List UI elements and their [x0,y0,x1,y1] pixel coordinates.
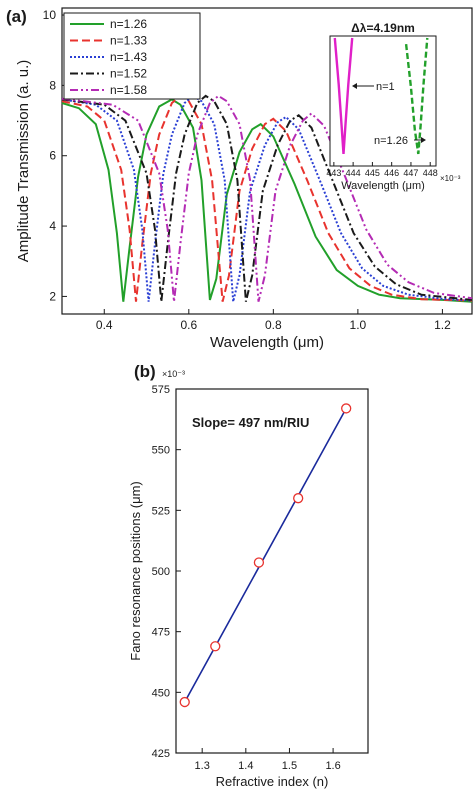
panel-b-data-point [210,641,221,652]
panel-a-x-tick-label: 0.4 [96,318,113,332]
panel-b-y-tick-label: 500 [152,566,170,578]
panel-b-y-tick-label: 550 [152,445,170,457]
panel-a-legend: n=1.26 n=1.33 n=1.43 n=1.52 n=1.58 [63,12,201,100]
panel-b-fit-line [184,408,347,703]
panel-b-axes-frame [175,388,369,754]
inset-x-tick-label: 446 [384,168,399,178]
panel-a-series-1-line [61,98,473,303]
legend-label: n=1.43 [110,50,147,64]
panel-b-data-point [341,403,352,414]
panel-a-series-2-line [61,94,473,302]
panel-b-x-tick-label: 1.6 [325,760,340,772]
panel-b-data-point [293,493,304,504]
panel-b-x-axis-label: Refractive index (n) [216,774,329,789]
legend-label: n=1.33 [110,34,147,48]
panel-b-y-tick-label: 425 [152,748,170,760]
inset-x-tick-label: 445 [365,168,380,178]
panel-b-slope-annotation: Slope= 497 nm/RIU [192,415,309,430]
inset-x-tick-label: 443 [326,168,341,178]
panel-a-y-tick-label: 4 [49,219,56,233]
panel-b-y-tick-label: 450 [152,687,170,699]
inset-x-multiplier: ×10⁻³ [440,174,461,183]
inset-arrowhead-n126 [421,137,426,143]
panel-a-x-tick-label: 1.0 [350,318,367,332]
inset-annotation-n126: n=1.26 [374,135,408,147]
panel-a-label: (a) [6,7,27,26]
panel-b-data-point [253,557,265,568]
panel-b-plot: 1.3 1.4 1.5 1.6 425 450 475 500 525 550 575 [152,384,369,772]
panel-a-x-tick-label: 0.6 [180,318,197,332]
panel-a-series-5-line [61,94,473,302]
panel-b-x-tick-label: 1.3 [195,760,210,772]
panel-b-y-multiplier: ×10⁻³ [162,369,185,379]
panel-b-y-tick-label: 575 [152,384,170,396]
panel-a-y-tick-label: 10 [43,8,57,22]
panel-a-y-tick-label: 2 [49,289,56,303]
panel-b-y-tick-label: 475 [152,627,170,639]
inset-series-2-line [404,37,429,155]
panel-a-y-tick-label: 8 [49,78,56,92]
panel-a-series-4-line [61,94,473,302]
legend-label: n=1.52 [110,67,147,81]
inset-x-tick-label: 444 [346,168,361,178]
panel-a-inset: Δλ=4.19nm 443 444 445 446 447 448 ×10⁻³ Wavel… [326,21,460,192]
panel-b-label: (b) [134,362,156,381]
panel-a-x-tick-label: 1.2 [434,318,451,332]
inset-x-tick-label: 447 [403,168,418,178]
panel-a-x-tick-label: 0.8 [265,318,282,332]
panel-b-y-axis-label: Fano resonance positions (μm) [128,481,143,660]
inset-x-tick-label: 448 [423,168,438,178]
inset-title: Δλ=4.19nm [351,21,415,35]
inset-arrowhead-n1 [352,83,357,89]
panel-a-series-3-line [61,94,473,302]
panel-a-x-axis-label: Wavelength (μm) [210,334,324,351]
inset-x-axis-label: Wavelength (μm) [341,180,425,192]
inset-series-1-line [333,37,354,154]
panel-b-x-tick-label: 1.5 [282,760,297,772]
panel-b-data-point [179,696,190,708]
legend-label: n=1.58 [110,83,147,97]
panel-a-y-tick-label: 6 [49,149,56,163]
panel-b-x-tick-label: 1.4 [238,760,253,772]
panel-a-y-axis-label: Amplitude Transmission (a. u.) [15,60,32,263]
legend-label: n=1.26 [110,17,147,31]
inset-annotation-n1: n=1 [376,81,395,93]
panel-b-y-tick-label: 525 [152,505,170,517]
